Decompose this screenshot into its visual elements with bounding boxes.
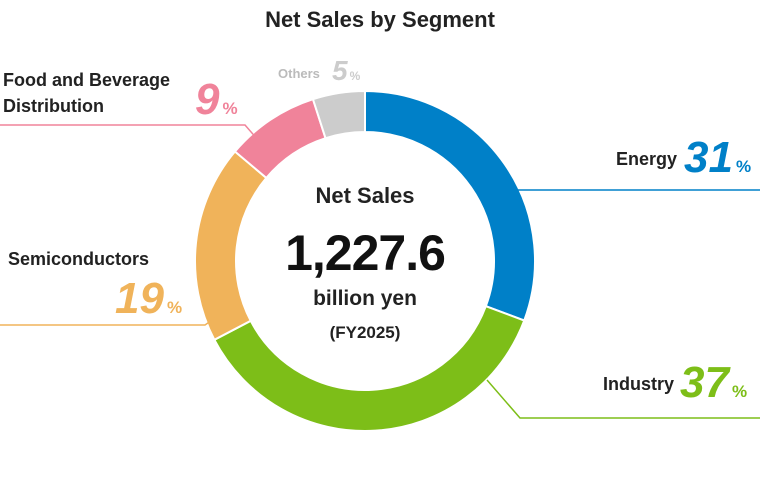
label-industry-value: 37%: [680, 358, 747, 407]
donut-slices: [194, 89, 536, 432]
leader-food-beverage: [0, 124, 259, 141]
label-energy-value: 31%: [684, 133, 751, 182]
leader-industry: [486, 379, 760, 419]
label-food-beverage-unit: %: [222, 99, 237, 118]
label-others-name: Others: [278, 66, 320, 81]
label-industry-unit: %: [732, 382, 747, 401]
label-food-beverage-name-line1: Food and Beverage: [3, 70, 170, 90]
label-food-beverage: Food and Beverage Distribution 9%: [3, 70, 238, 124]
label-others: Others 5%: [278, 55, 361, 86]
label-food-beverage-pct: 9: [195, 75, 220, 124]
leader-lines: [0, 124, 760, 419]
label-energy-unit: %: [736, 157, 751, 176]
label-others-value: 5%: [332, 55, 361, 86]
label-others-pct: 5: [332, 55, 348, 86]
label-others-unit: %: [350, 69, 361, 83]
slice-others: [311, 89, 366, 140]
label-food-beverage-name-line2: Distribution: [3, 96, 104, 116]
slice-industry: [213, 304, 526, 432]
label-industry-pct: 37: [680, 358, 731, 407]
center-label: Net Sales: [315, 183, 414, 208]
label-semiconductors-name: Semiconductors: [8, 249, 149, 269]
label-industry-name: Industry: [603, 374, 674, 394]
leader-semiconductors: [0, 317, 216, 326]
label-semiconductors: Semiconductors 19%: [8, 249, 182, 323]
label-semiconductors-unit: %: [167, 298, 182, 317]
label-energy: Energy 31%: [616, 133, 751, 182]
label-energy-name: Energy: [616, 149, 677, 169]
center-value: 1,227.6: [285, 225, 445, 281]
label-industry: Industry 37%: [603, 358, 747, 407]
label-energy-pct: 31: [684, 133, 733, 182]
label-food-beverage-value: 9%: [195, 75, 238, 124]
center-unit: billion yen: [313, 287, 417, 310]
label-semiconductors-value: 19%: [115, 274, 182, 323]
slice-semiconductors: [194, 150, 268, 342]
label-semiconductors-pct: 19: [115, 274, 164, 323]
chart-title: Net Sales by Segment: [265, 7, 496, 32]
center-period: (FY2025): [330, 323, 401, 342]
